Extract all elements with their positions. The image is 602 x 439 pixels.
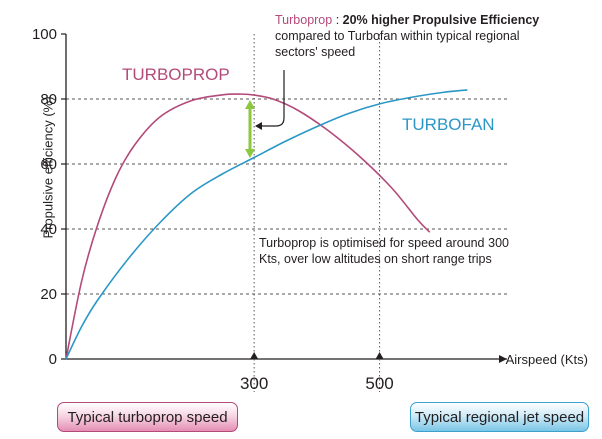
annotation-efficiency-gap: Turboprop : 20% higher Propulsive Effici… — [275, 12, 565, 60]
x-tick-marker-300 — [250, 352, 259, 359]
y-tick-label-40: 40 — [40, 221, 57, 238]
annotation-bold-text: 20% higher Propulsive Efficiency — [342, 13, 540, 27]
y-tick-label-20: 20 — [40, 286, 57, 303]
annotation-rest-text: compared to Turbofan within typical regi… — [275, 29, 520, 59]
series-label-turboprop: TURBOPROP — [122, 65, 230, 84]
x-tick-label-500: 500 — [365, 374, 393, 393]
x-axis-label: Airspeed (Kts) — [506, 352, 588, 367]
y-axis-label: Propulsive efficiency (%) — [40, 96, 56, 239]
y-tick-label-80: 80 — [40, 91, 57, 108]
series-line-turboprop — [65, 93, 431, 360]
annotation-turboprop-word: Turboprop — [275, 13, 333, 27]
y-tick-label-60: 60 — [40, 156, 57, 173]
x-tick-marker-500 — [375, 352, 384, 359]
annotation-separator: : — [332, 13, 343, 27]
annotation-callout-line — [255, 70, 285, 130]
typical-turboprop-speed-box: Typical turboprop speed — [57, 402, 238, 432]
series-label-turbofan: TURBOFAN — [402, 115, 495, 134]
annotation-optimised-speed: Turboprop is optimised for speed around … — [259, 236, 509, 266]
y-tick-label-100: 100 — [32, 26, 57, 43]
x-tick-label-300: 300 — [240, 374, 268, 393]
y-tick-label-0: 0 — [49, 351, 57, 368]
typical-regional-jet-speed-box: Typical regional jet speed — [410, 402, 589, 432]
